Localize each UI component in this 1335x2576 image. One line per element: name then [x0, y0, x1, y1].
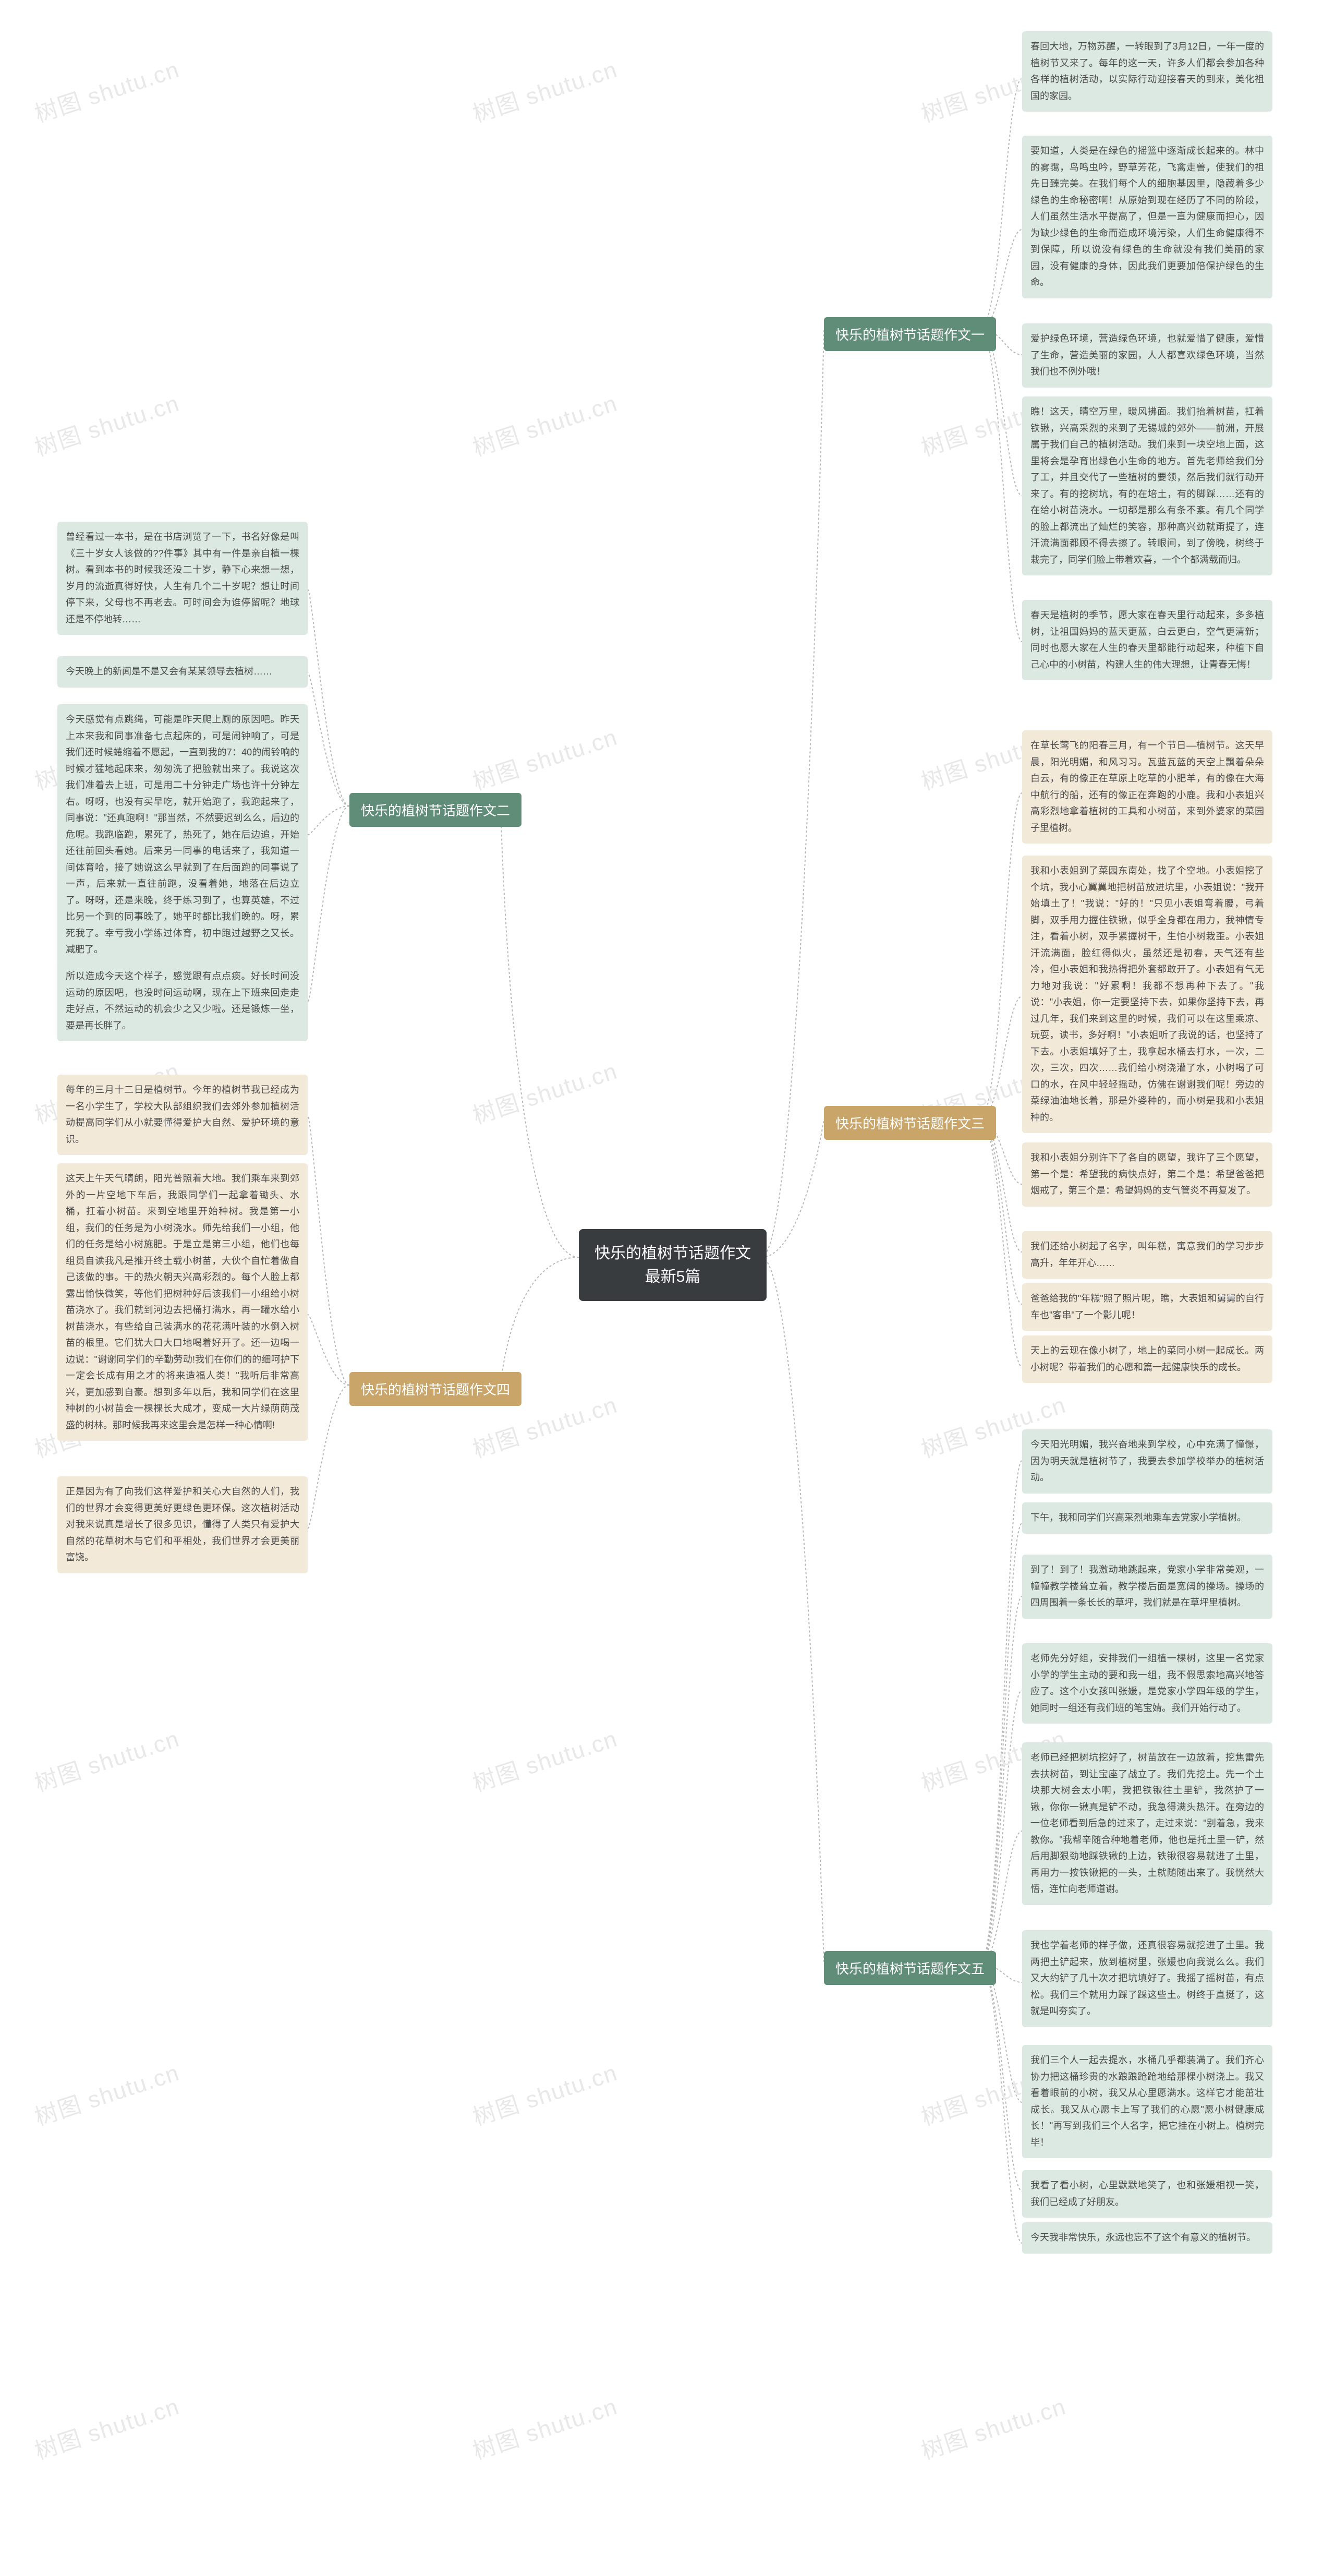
leaf-b5-4[interactable]: 老师已经把树坑挖好了，树苗放在一边放着，挖焦雷先去扶树苗，到让宝座了战立了。我们…	[1022, 1742, 1272, 1905]
leaf-b3-5[interactable]: 天上的云现在像小树了，地上的菜同小树一起成长。两小树呢？带着我们的心愿和篇一起健…	[1022, 1335, 1272, 1383]
leaf-b2-2[interactable]: 今天感觉有点跳绳，可能是昨天爬上厕的原因吧。昨天上本来我和同事准备七点起床的，可…	[57, 704, 308, 966]
connector-path	[308, 1116, 349, 1385]
connector-path	[501, 1257, 579, 1385]
branch-b2[interactable]: 快乐的植树节话题作文二	[349, 793, 521, 827]
connector-path	[980, 1119, 1022, 1304]
watermark: 树图 shutu.cn	[30, 2388, 183, 2466]
connector-path	[980, 1690, 1022, 1964]
watermark: 树图 shutu.cn	[30, 1720, 183, 1798]
connector-path	[308, 589, 349, 806]
connector-path	[980, 1596, 1022, 1964]
watermark: 树图 shutu.cn	[468, 1720, 621, 1798]
connector-path	[980, 1964, 1022, 2191]
leaf-b3-4[interactable]: 爸爸给我的"年糕"照了照片呢，瞧，大表姐和舅舅的自行车也"客串"了一个影儿呢！	[1022, 1283, 1272, 1331]
leaf-b4-0[interactable]: 每年的三月十二日是植树节。今年的植树节我已经成为一名小学生了，学校大队部组织我们…	[57, 1075, 308, 1155]
watermark: 树图 shutu.cn	[30, 384, 183, 463]
leaf-b4-2[interactable]: 正是因为有了向我们这样爱护和关心大自然的人们，我们的世界才会变得更美好更绿色更环…	[57, 1476, 308, 1573]
connector-path	[980, 78, 1022, 329]
watermark: 树图 shutu.cn	[468, 718, 621, 797]
connector-path	[761, 329, 824, 1257]
branch-b5[interactable]: 快乐的植树节话题作文五	[824, 1951, 996, 1985]
leaf-b2-3[interactable]: 所以造成今天这个样子，感觉跟有点点痰。好长时间没运动的原因吧，也没时间运动啊，现…	[57, 961, 308, 1041]
leaf-b1-0[interactable]: 春回大地，万物苏醒，一转眼到了3月12日，一年一度的植树节又来了。每年的这一天，…	[1022, 31, 1272, 112]
watermark: 树图 shutu.cn	[468, 2388, 621, 2466]
watermark: 树图 shutu.cn	[468, 1052, 621, 1130]
connector-path	[980, 1523, 1022, 1964]
root-node[interactable]: 快乐的植树节话题作文最新5篇	[579, 1229, 767, 1301]
leaf-b5-8[interactable]: 今天我非常快乐，永远也忘不了这个有意义的植树节。	[1022, 2222, 1272, 2254]
watermark: 树图 shutu.cn	[468, 2054, 621, 2132]
leaf-b3-2[interactable]: 我和小表姐分别许下了各自的愿望，我许了三个愿望，第一个是：希望我的病快点好，第二…	[1022, 1142, 1272, 1207]
connector-path	[980, 1964, 1022, 2243]
connector-path	[980, 329, 1022, 496]
connector-path	[980, 1119, 1022, 1367]
connector-path	[308, 673, 349, 806]
connector-path	[308, 806, 349, 835]
leaf-b5-6[interactable]: 我们三个人一起去提水，水桶几乎都装满了。我们齐心协力把这桶珍贵的水踉踉跄跄地给那…	[1022, 2045, 1272, 2158]
leaf-b5-0[interactable]: 今天阳光明媚，我兴奋地来到学校，心中充满了憧憬，因为明天就是植树节了，我要去参加…	[1022, 1429, 1272, 1494]
watermark: 树图 shutu.cn	[916, 2388, 1070, 2466]
leaf-b2-1[interactable]: 今天晚上的新闻是不是又会有某某领导去植树……	[57, 656, 308, 688]
branch-b1[interactable]: 快乐的植树节话题作文一	[824, 317, 996, 351]
leaf-b5-5[interactable]: 我也学着老师的样子做，还真很容易就挖进了土里。我两把土铲起来，放到植树里，张媛也…	[1022, 1930, 1272, 2027]
watermark: 树图 shutu.cn	[468, 51, 621, 129]
branch-b4[interactable]: 快乐的植树节话题作文四	[349, 1372, 521, 1406]
connector-path	[761, 1257, 824, 1964]
leaf-b3-1[interactable]: 我和小表姐到了菜园东南处，找了个空地。小表姐挖了个坑，我小心翼翼地把树苗放进坑里…	[1022, 856, 1272, 1133]
connector-path	[308, 806, 349, 1002]
leaf-b4-1[interactable]: 这天上午天气晴朗，阳光普照着大地。我们乘车来到郊外的一片空地下车后，我跟同学们一…	[57, 1163, 308, 1441]
leaf-b5-3[interactable]: 老师先分好组，安排我们一组植一棵树，这里一名党家小学的学生主动的要和我一组，我不…	[1022, 1643, 1272, 1724]
leaf-b3-3[interactable]: 我们还给小树起了名字，叫年糕，寓意我们的学习步步高升，年年开心……	[1022, 1231, 1272, 1279]
connector-path	[980, 329, 1022, 642]
leaf-b1-3[interactable]: 瞧！这天，晴空万里，暖风拂面。我们抬着树苗，扛着铁锹，兴高采烈的来到了无锡城的郊…	[1022, 396, 1272, 575]
leaf-b5-1[interactable]: 下午，我和同学们兴高采烈地乘车去党家小学植树。	[1022, 1502, 1272, 1534]
leaf-b5-7[interactable]: 我看了看小树，心里默默地笑了，也和张媛相视一笑，我们已经成了好朋友。	[1022, 2170, 1272, 2218]
connector-path	[980, 793, 1022, 1119]
leaf-b1-4[interactable]: 春天是植树的季节，愿大家在春天里行动起来，多多植树，让祖国妈妈的蓝天更蓝，白云更…	[1022, 600, 1272, 680]
leaf-b1-2[interactable]: 爱护绿色环境，营造绿色环境，也就爱惜了健康，爱惜了生命，营造美丽的家园，人人都喜…	[1022, 323, 1272, 388]
leaf-b2-0[interactable]: 曾经看过一本书，是在书店浏览了一下，书名好像是叫《三十岁女人该做的??件事》其中…	[57, 522, 308, 635]
connector-path	[308, 1385, 349, 1528]
connector-path	[980, 1461, 1022, 1964]
leaf-b5-2[interactable]: 到了！到了！我激动地跳起来，党家小学非常美观，一幢幢教学楼耸立着，教学楼后面是宽…	[1022, 1555, 1272, 1619]
watermark: 树图 shutu.cn	[468, 384, 621, 463]
connector-path	[501, 806, 579, 1257]
leaf-b3-0[interactable]: 在草长莺飞的阳春三月，有一个节日—植树节。这天早晨，阳光明媚，和风习习。瓦蓝瓦蓝…	[1022, 730, 1272, 844]
branch-b3[interactable]: 快乐的植树节话题作文三	[824, 1106, 996, 1140]
connector-path	[980, 1831, 1022, 1964]
watermark: 树图 shutu.cn	[30, 51, 183, 129]
watermark: 树图 shutu.cn	[30, 2054, 183, 2132]
connector-path	[980, 996, 1022, 1119]
connector-path	[308, 1315, 349, 1385]
connector-path	[980, 230, 1022, 329]
connector-path	[761, 1119, 824, 1257]
leaf-b1-1[interactable]: 要知道，人类是在绿色的摇篮中逐渐成长起来的。林中的雾霭，鸟鸣虫吟，野草芳花，飞禽…	[1022, 136, 1272, 298]
